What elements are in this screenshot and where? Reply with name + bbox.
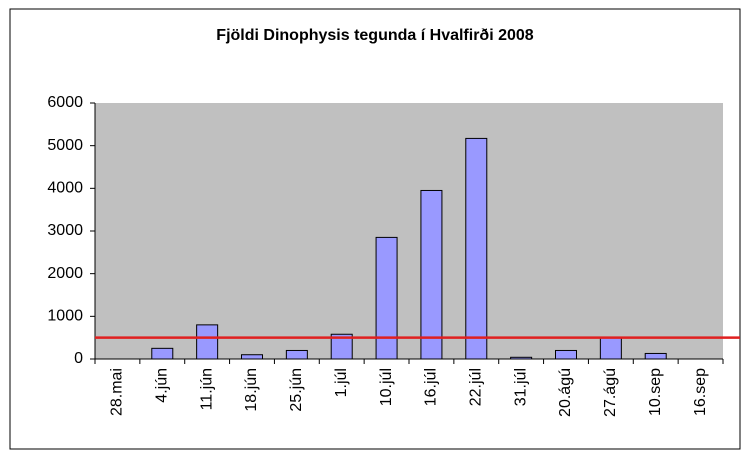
x-tick-label: 22.júl <box>468 368 485 406</box>
x-tick-label: 25.jún <box>288 368 305 412</box>
x-tick-label: 4.jún <box>154 368 171 403</box>
x-tick-label: 11.jún <box>198 368 215 410</box>
x-tick-label: 10.sep <box>647 368 664 416</box>
x-tick-label: 1.júl <box>333 368 350 397</box>
y-tick-label: 3000 <box>47 222 83 239</box>
bar <box>465 137 488 360</box>
bar <box>644 352 667 360</box>
x-tick-label: 31.júl <box>512 368 529 406</box>
plot-area <box>95 103 723 359</box>
y-tick-label: 2000 <box>47 265 83 282</box>
y-tick-label: 1000 <box>47 308 83 325</box>
x-tick-label: 16.júl <box>423 368 440 406</box>
bar <box>151 347 174 360</box>
x-tick-label: 18.jún <box>243 368 260 412</box>
x-tick-label: 20.ágú <box>557 368 574 417</box>
y-tick-label: 6000 <box>47 94 83 111</box>
x-tick-label: 27.ágú <box>602 368 619 417</box>
x-tick-label: 16.sep <box>692 368 709 416</box>
chart-title: Fjöldi Dinophysis tegunda í Hvalfirði 20… <box>216 27 533 44</box>
y-tick-label: 4000 <box>47 180 83 197</box>
bar <box>555 349 577 360</box>
x-tick-label: 10.júl <box>378 368 395 406</box>
bar <box>599 337 622 360</box>
bar <box>285 349 308 360</box>
y-tick-label: 5000 <box>47 137 83 154</box>
bar <box>196 324 219 360</box>
bar <box>420 189 443 360</box>
bar <box>241 354 263 360</box>
bar <box>375 236 398 360</box>
y-tick-label: 0 <box>74 350 83 367</box>
x-tick-label: 28.mai <box>109 368 126 416</box>
